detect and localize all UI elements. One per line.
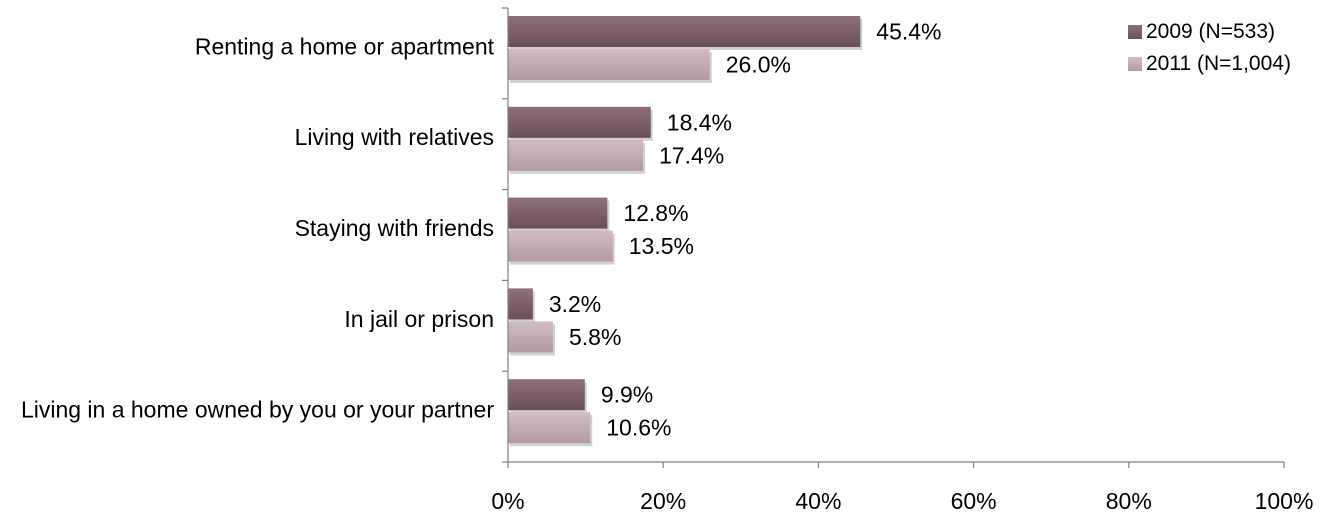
data-label: 26.0% [726,52,791,78]
x-tick-label: 0% [491,488,524,514]
bars-layer [508,16,863,447]
x-tick-label: 40% [795,488,841,514]
axes [502,7,1285,468]
x-tick-label: 20% [640,488,686,514]
data-label: 17.4% [659,142,724,168]
category-label: Living in a home owned by you or your pa… [21,397,494,423]
bar-series-1-4 [508,379,585,411]
category-label: In jail or prison [344,306,494,332]
x-tick-label: 80% [1106,488,1152,514]
labels-layer: 45.4% 26.0% Renting a home or apartment 18.… [21,19,1313,515]
x-tick-label: 100% [1255,488,1314,514]
bar-series-1-0 [508,16,861,47]
legend-swatch-2 [1128,57,1142,71]
bar-series-1-3 [508,288,533,320]
category-label: Living with relatives [295,124,494,150]
bar-series-1-2 [508,197,608,229]
x-tick-label: 60% [951,488,997,514]
legend-label-2: 2011 (N=1,004) [1146,52,1291,75]
data-label: 18.4% [667,109,732,135]
category-label: Renting a home or apartment [195,33,495,59]
bar-series-2-4 [508,412,591,444]
bar-series-1-1 [508,106,651,138]
data-label: 45.4% [876,19,941,45]
data-label: 5.8% [569,324,621,350]
bar-series-2-0 [508,49,710,80]
legend: 2009 (N=533) 2011 (N=1,004) [1128,20,1291,75]
legend-swatch-1 [1128,25,1142,39]
data-label: 13.5% [629,233,694,259]
bar-series-2-3 [508,321,554,353]
data-label: 10.6% [606,415,671,441]
legend-label-1: 2009 (N=533) [1146,20,1275,43]
data-label: 9.9% [601,382,653,408]
data-label: 3.2% [549,291,601,317]
bar-series-2-2 [508,230,613,262]
data-label: 12.8% [623,200,688,226]
category-label: Staying with friends [295,215,494,241]
bar-series-2-1 [508,139,644,171]
